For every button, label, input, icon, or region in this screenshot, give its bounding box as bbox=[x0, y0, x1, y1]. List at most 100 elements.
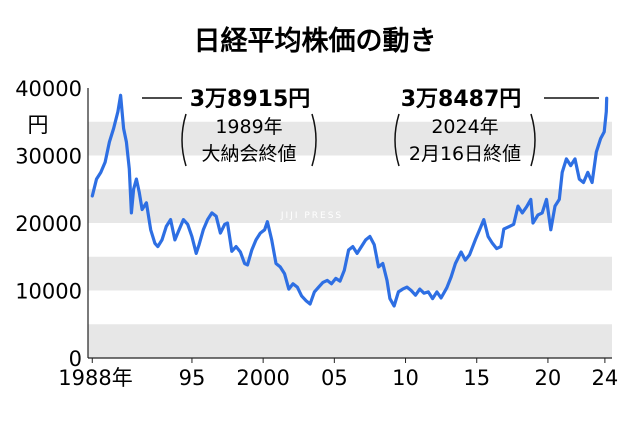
data-point bbox=[330, 283, 333, 285]
peak-1989-year: 1989年 bbox=[215, 116, 282, 138]
data-point bbox=[339, 280, 341, 282]
peak-2024-right-paren bbox=[530, 113, 536, 167]
y-tick-label: 0 bbox=[69, 347, 82, 371]
data-point bbox=[186, 223, 189, 226]
data-point bbox=[512, 223, 515, 226]
grid-band bbox=[88, 256, 612, 291]
data-point bbox=[219, 232, 222, 234]
data-point bbox=[108, 141, 111, 143]
data-point bbox=[154, 242, 156, 245]
data-point bbox=[182, 218, 185, 221]
data-point bbox=[335, 277, 337, 280]
data-point bbox=[500, 245, 502, 248]
peak-1989-note: 大納会終値 bbox=[201, 143, 296, 165]
data-point bbox=[393, 305, 395, 307]
data-point bbox=[487, 235, 489, 238]
data-point bbox=[343, 269, 346, 272]
data-point bbox=[450, 276, 452, 278]
data-point bbox=[145, 202, 148, 204]
watermark: JIJI PRESS bbox=[280, 211, 343, 221]
data-point bbox=[191, 235, 193, 238]
data-point bbox=[296, 286, 299, 288]
data-point bbox=[478, 229, 481, 231]
data-point bbox=[283, 272, 286, 275]
data-point bbox=[460, 251, 462, 253]
data-point bbox=[605, 97, 608, 99]
data-point bbox=[377, 266, 380, 268]
data-point bbox=[211, 212, 213, 214]
data-point bbox=[595, 151, 598, 153]
data-point bbox=[288, 288, 290, 290]
data-point bbox=[427, 291, 430, 293]
data-point bbox=[292, 283, 294, 285]
data-point bbox=[532, 222, 534, 224]
axes bbox=[87, 88, 612, 359]
data-point bbox=[135, 178, 138, 180]
data-point bbox=[309, 303, 311, 305]
peak-2024-annotation: 3万8487円 2024年 2月16日終値 bbox=[394, 87, 599, 167]
data-point bbox=[382, 262, 384, 265]
data-point bbox=[508, 225, 511, 228]
data-point bbox=[561, 171, 563, 174]
data-point bbox=[347, 249, 350, 251]
data-point bbox=[243, 262, 246, 265]
data-point bbox=[317, 286, 320, 288]
data-point bbox=[130, 212, 133, 214]
y-tick-label: 20000 bbox=[15, 212, 82, 236]
data-point bbox=[582, 181, 585, 184]
data-point bbox=[104, 161, 106, 164]
data-point bbox=[454, 262, 457, 265]
data-point bbox=[603, 131, 605, 133]
peak-1989-value: 3万8915円 bbox=[190, 87, 311, 112]
peak-1989-annotation: 3万8915円 1989年 大納会終値 bbox=[142, 87, 317, 167]
data-point bbox=[259, 232, 262, 234]
data-point bbox=[599, 137, 602, 140]
data-point bbox=[541, 212, 543, 214]
data-point bbox=[537, 214, 539, 216]
data-point bbox=[431, 297, 434, 300]
grid-band bbox=[88, 324, 612, 358]
data-point bbox=[491, 242, 494, 245]
data-point bbox=[122, 127, 125, 130]
data-point bbox=[255, 239, 257, 241]
data-point bbox=[206, 218, 209, 221]
data-point bbox=[446, 287, 448, 289]
data-point bbox=[231, 250, 233, 253]
data-point bbox=[178, 229, 180, 231]
data-point bbox=[468, 253, 471, 256]
data-point bbox=[263, 229, 266, 231]
data-point bbox=[386, 279, 388, 282]
data-point bbox=[235, 245, 237, 248]
y-tick-labels: 40000 30000 20000 10000 0 bbox=[15, 77, 82, 371]
y-tick-label: 10000 bbox=[15, 280, 82, 304]
data-point bbox=[530, 198, 532, 201]
data-point bbox=[226, 222, 229, 224]
data-point bbox=[423, 292, 425, 295]
x-tick-label: 15 bbox=[463, 366, 490, 390]
data-point bbox=[440, 297, 442, 299]
data-point bbox=[149, 229, 152, 231]
data-point bbox=[165, 225, 168, 228]
data-point bbox=[305, 299, 307, 302]
data-point bbox=[369, 235, 371, 238]
data-point bbox=[223, 223, 226, 226]
data-point bbox=[169, 218, 172, 221]
data-point bbox=[128, 168, 131, 170]
peak-2024-note: 2月16日終値 bbox=[409, 143, 521, 165]
data-point bbox=[389, 297, 391, 300]
chart-title: 日経平均株価の動き bbox=[194, 25, 437, 57]
data-point bbox=[464, 259, 467, 261]
data-point bbox=[397, 291, 400, 293]
data-point bbox=[605, 110, 608, 113]
data-point bbox=[503, 228, 505, 230]
x-tick-label: 2000 bbox=[236, 366, 289, 390]
data-point bbox=[322, 281, 324, 284]
series-layer bbox=[90, 93, 609, 308]
grid-band bbox=[88, 189, 612, 223]
series-line-nikkei bbox=[90, 93, 609, 308]
data-point bbox=[587, 171, 589, 174]
data-point bbox=[138, 191, 141, 194]
data-point bbox=[157, 245, 159, 248]
data-point bbox=[215, 215, 217, 218]
data-point bbox=[373, 243, 376, 246]
